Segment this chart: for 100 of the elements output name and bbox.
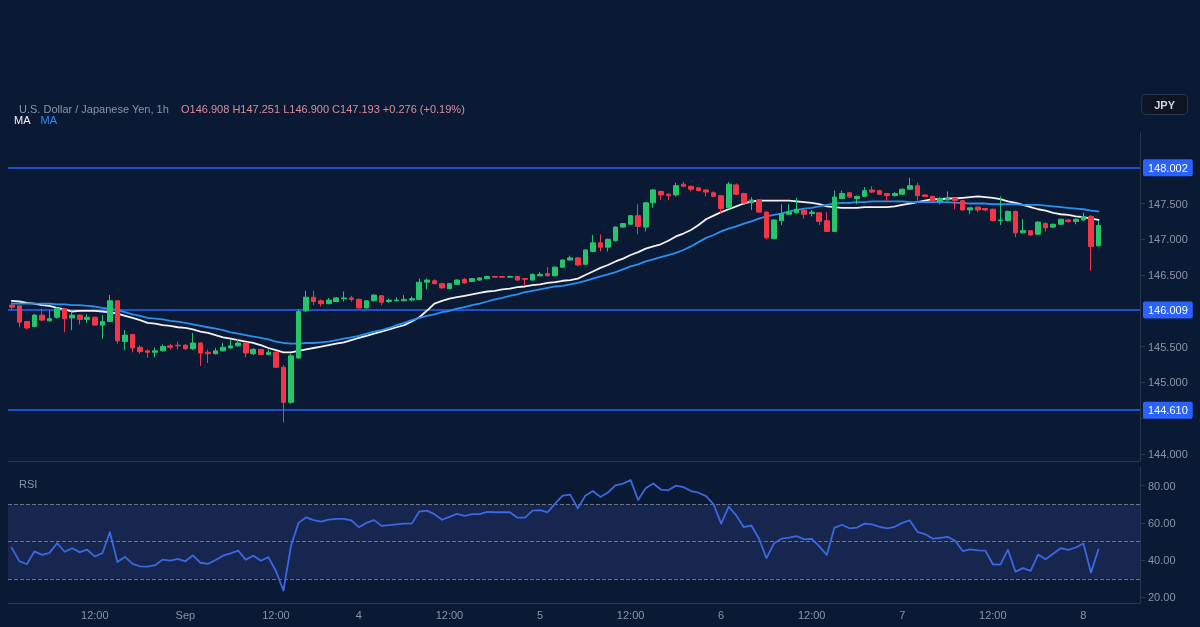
candlestick	[258, 348, 264, 356]
x-tick-label: 12:00	[797, 608, 826, 621]
candlestick	[522, 277, 528, 287]
y-tick-label: 146.500	[1148, 269, 1188, 282]
candlestick	[92, 316, 98, 327]
candlestick	[832, 190, 837, 233]
candlestick	[62, 307, 67, 333]
candlestick	[122, 329, 128, 351]
candlestick	[628, 214, 633, 226]
y-tick-label: 147.500	[1148, 197, 1188, 210]
candlestick	[666, 193, 671, 201]
candlestick	[583, 248, 588, 266]
y-tick-label: 80.00	[1148, 479, 1176, 492]
candlestick	[84, 313, 90, 324]
candlestick	[862, 186, 867, 198]
candlestick	[507, 275, 513, 279]
candlestick	[349, 295, 354, 303]
candlestick	[1073, 218, 1079, 225]
candlestick	[801, 208, 807, 220]
candlestick	[960, 199, 965, 212]
ref-line-label: 146.009	[1148, 304, 1188, 317]
candlestick	[484, 275, 490, 280]
candlestick	[1065, 218, 1071, 224]
candlestick	[107, 294, 113, 323]
candlestick	[288, 353, 294, 405]
candlestick	[220, 342, 226, 353]
candlestick	[47, 310, 52, 323]
candlestick	[726, 181, 732, 210]
candlestick	[816, 211, 822, 226]
candlestick	[1035, 220, 1041, 236]
candlestick	[243, 341, 249, 358]
candlestick	[952, 197, 958, 210]
candlestick	[749, 196, 754, 211]
candlestick	[137, 344, 143, 355]
y-tick-label: 40.00	[1148, 554, 1176, 567]
candlestick	[462, 277, 467, 285]
candlestick	[681, 181, 686, 188]
candlestick	[967, 206, 973, 215]
x-tick-label: 7	[899, 608, 906, 621]
ref-line-label: 144.610	[1148, 404, 1188, 417]
candlestick	[930, 195, 935, 202]
x-tick-label: 5	[536, 608, 544, 621]
candlestick	[318, 298, 324, 308]
candlestick	[1043, 221, 1048, 232]
candlestick	[552, 265, 558, 277]
candlestick	[311, 290, 316, 306]
candlestick	[77, 313, 83, 325]
candlestick	[439, 282, 445, 290]
candlestick	[205, 348, 211, 364]
x-tick-label: Sep	[175, 608, 196, 621]
candlestick	[432, 278, 437, 285]
candlestick	[356, 298, 362, 310]
candlestick	[854, 195, 860, 205]
candlestick	[394, 296, 399, 303]
candlestick	[190, 332, 196, 351]
x-tick-label: 12:00	[81, 608, 109, 621]
candlestick	[235, 338, 241, 348]
text: JPY	[1154, 98, 1176, 111]
candlestick	[696, 186, 701, 192]
candlestick	[1013, 210, 1018, 238]
candlestick	[145, 348, 150, 359]
candlestick	[786, 203, 792, 216]
candlestick	[266, 348, 271, 356]
y-tick-label: 60.00	[1148, 516, 1176, 529]
candlestick	[17, 305, 22, 328]
candlestick	[824, 211, 830, 233]
candlestick	[794, 197, 799, 215]
candlestick	[658, 190, 664, 201]
candlestick	[688, 185, 694, 192]
candlestick	[401, 294, 407, 303]
x-tick-label: 12:00	[616, 608, 645, 621]
candlestick	[922, 193, 928, 198]
candlestick	[32, 313, 37, 328]
candlestick	[567, 255, 573, 262]
candlestick	[673, 182, 679, 197]
candlestick	[515, 275, 520, 282]
candlestick	[711, 190, 716, 198]
x-tick-label: 8	[1080, 608, 1087, 621]
candlestick	[183, 343, 188, 351]
candlestick	[296, 308, 301, 360]
candlestick	[998, 195, 1003, 226]
candlestick	[877, 189, 882, 196]
candlestick	[847, 191, 852, 199]
candlestick	[598, 233, 603, 252]
candlestick	[756, 198, 762, 214]
candlestick	[537, 271, 543, 277]
y-tick-label: 147.000	[1148, 233, 1188, 246]
candlestick	[1005, 210, 1011, 222]
candlestick	[620, 222, 626, 229]
candlestick	[1050, 223, 1056, 229]
candlestick	[530, 273, 535, 282]
x-tick-label: 6	[718, 608, 725, 621]
candlestick	[907, 177, 913, 191]
candlestick	[469, 277, 475, 283]
candlestick	[605, 238, 611, 252]
candlestick	[9, 301, 15, 311]
candlestick	[130, 333, 135, 353]
candlestick	[764, 210, 769, 240]
line-series	[10, 479, 1100, 592]
candlestick	[590, 234, 596, 253]
